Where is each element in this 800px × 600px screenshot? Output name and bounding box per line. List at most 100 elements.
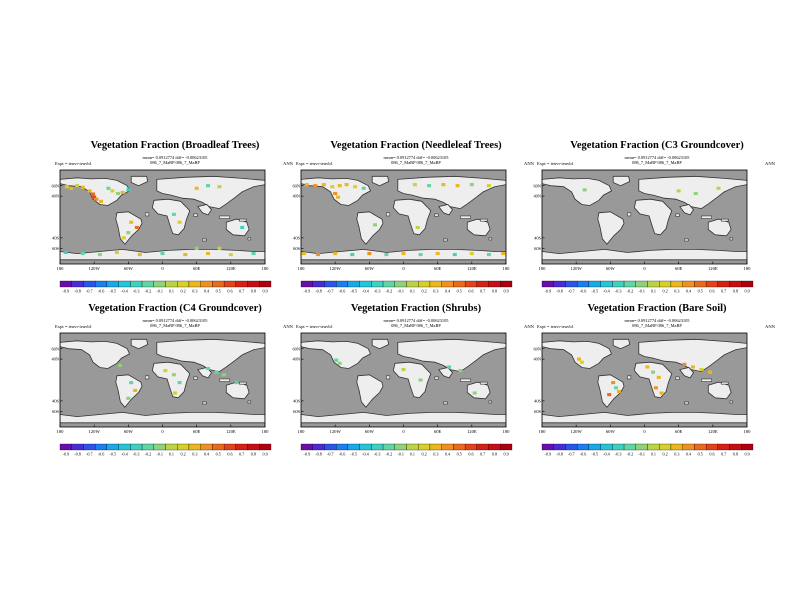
- x-tick-label: 120W: [571, 266, 583, 271]
- colorbar: -0.9 -0.8 -0.7 -0.6 -0.5 -0.4 -0.3 -0.2 -0.1 0.1 0…: [59, 280, 272, 294]
- colorbar-tick-label: 0.6: [709, 289, 714, 294]
- data-cell: [183, 253, 188, 257]
- colorbar-swatch: [382, 280, 395, 288]
- colorbar-swatch: [406, 443, 419, 451]
- colorbar: -0.9 -0.8 -0.7 -0.6 -0.5 -0.4 -0.3 -0.2 -0.1 0.1 0…: [541, 280, 754, 294]
- colorbar-tick-label: -0.3: [374, 452, 381, 457]
- land-island: [193, 376, 198, 380]
- data-cell: [99, 199, 103, 203]
- colorbar-swatch: [670, 280, 683, 288]
- colorbar-swatch: [212, 443, 225, 451]
- colorbar-tick-label: -0.9: [545, 452, 552, 457]
- land-island: [145, 212, 150, 217]
- colorbar-swatch: [694, 280, 707, 288]
- colorbar-swatch: [59, 280, 72, 288]
- data-cell: [373, 223, 378, 227]
- colorbar-tick-label: 0.9: [263, 289, 268, 294]
- x-tick-label: 60E: [675, 429, 683, 434]
- map-plot: 180 120W 60W 0 60E 120E 180 60N 40N 40S 60S: [51, 169, 269, 271]
- stats-line: mean= 0.0912774 diff= -0.00623105: [142, 318, 208, 323]
- data-cell: [228, 253, 233, 257]
- colorbar-swatch: [106, 443, 119, 451]
- data-cell: [350, 253, 355, 257]
- stats-line: mean= 0.0912774 diff= -0.00623105: [624, 155, 690, 160]
- colorbar-tick-label: 0.3: [674, 452, 679, 457]
- stats-line: mean= 0.0912774 diff= -0.00623105: [142, 155, 208, 160]
- season-label: ANN: [765, 324, 775, 329]
- colorbar-swatch: [729, 280, 742, 288]
- colorbar-swatch: [500, 280, 513, 288]
- stats-line: mean= 0.0912774 diff= -0.00623105: [383, 318, 449, 323]
- data-cell: [120, 190, 125, 195]
- runs-line: 086_7_MaBP 086_7_MaBP: [391, 160, 441, 165]
- colorbar-swatch: [83, 443, 96, 451]
- colorbar-swatch: [300, 443, 313, 451]
- x-tick-label: 120W: [89, 266, 101, 271]
- data-cell: [171, 212, 176, 216]
- x-tick-label: 60E: [193, 266, 201, 271]
- data-cell: [469, 183, 474, 187]
- data-cell: [87, 189, 92, 193]
- data-cell: [607, 393, 612, 397]
- data-cell: [126, 396, 131, 400]
- runs-line: 086_7_MaBP 086_7_MaBP: [150, 160, 200, 165]
- land-island: [729, 400, 734, 404]
- colorbar-swatch: [623, 443, 636, 451]
- colorbar-tick-label: -0.2: [386, 452, 393, 457]
- panel-title: Vegetation Fraction (C4 Groundcover): [88, 303, 262, 314]
- land-island: [386, 212, 391, 217]
- colorbar-tick-label: -0.6: [339, 289, 346, 294]
- colorbar-swatch: [188, 443, 201, 451]
- data-cell: [472, 391, 477, 395]
- data-cell: [217, 246, 222, 250]
- expt-label: Expt = teuvr-teuvb1: [55, 161, 92, 166]
- expt-label: Expt = teuvr-teuvb1: [537, 324, 574, 329]
- land-eurasia: [397, 175, 506, 210]
- colorbar-swatch: [418, 280, 431, 288]
- colorbar-tick-label: -0.6: [580, 289, 587, 294]
- y-tick-label: 40N: [51, 194, 59, 199]
- land-island: [684, 238, 689, 242]
- colorbar-swatch: [623, 280, 636, 288]
- land-australia: [225, 218, 250, 237]
- land-north-america: [542, 177, 613, 206]
- land-island: [239, 218, 247, 222]
- colorbar-tick-label: -0.8: [556, 289, 563, 294]
- colorbar-tick-label: -0.7: [86, 452, 93, 457]
- colorbar-tick-label: -0.5: [109, 452, 116, 457]
- panel-stats: mean= 0.0912774 diff= -0.00623105 086_7_M…: [296, 155, 536, 165]
- colorbar-tick-label: -0.9: [304, 452, 311, 457]
- data-cell: [616, 389, 621, 394]
- panel-title: Vegetation Fraction (C3 Groundcover): [570, 140, 744, 151]
- y-tick-label: 60S: [52, 409, 59, 414]
- colorbar-tick-label: 0.5: [457, 289, 462, 294]
- data-cell: [486, 184, 491, 188]
- colorbar-swatch: [429, 443, 442, 451]
- data-cell: [659, 391, 664, 395]
- colorbar-tick-label: 0.4: [204, 289, 210, 294]
- land-australia: [707, 218, 732, 237]
- data-cell: [653, 386, 658, 390]
- colorbar-swatch: [312, 280, 325, 288]
- x-tick-label: 0: [643, 429, 646, 434]
- x-tick-label: 60E: [675, 266, 683, 271]
- land-eurasia: [638, 175, 747, 210]
- colorbar-swatch: [635, 280, 648, 288]
- data-cell: [330, 185, 335, 189]
- season-label: ANN: [283, 161, 293, 166]
- colorbar-swatch: [130, 443, 143, 451]
- runs-line: 086_7_MaBP 086_7_MaBP: [391, 323, 441, 328]
- colorbar-swatch: [659, 280, 672, 288]
- colorbar-swatch: [200, 280, 213, 288]
- colorbar-tick-label: 0.2: [662, 289, 667, 294]
- colorbar-tick-label: 0.3: [433, 452, 438, 457]
- x-tick-label: 0: [402, 429, 405, 434]
- land-island: [386, 375, 391, 380]
- colorbar-tick-label: 0.2: [421, 452, 426, 457]
- land-island: [480, 381, 488, 385]
- land-africa: [151, 198, 191, 236]
- land-island: [460, 378, 471, 382]
- colorbar-swatch: [200, 443, 213, 451]
- colorbar-tick-label: 0.9: [263, 452, 268, 457]
- data-cell: [579, 360, 584, 364]
